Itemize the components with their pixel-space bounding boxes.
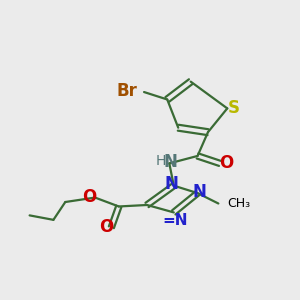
Text: N: N [192, 183, 206, 201]
Text: O: O [219, 154, 233, 172]
Text: O: O [82, 188, 96, 206]
Text: Br: Br [117, 82, 137, 100]
Text: =N: =N [163, 213, 188, 228]
Text: CH₃: CH₃ [227, 197, 250, 210]
Text: N: N [164, 153, 178, 171]
Text: S: S [228, 99, 240, 117]
Text: H: H [155, 154, 166, 168]
Text: N: N [164, 175, 178, 193]
Text: O: O [99, 218, 113, 236]
